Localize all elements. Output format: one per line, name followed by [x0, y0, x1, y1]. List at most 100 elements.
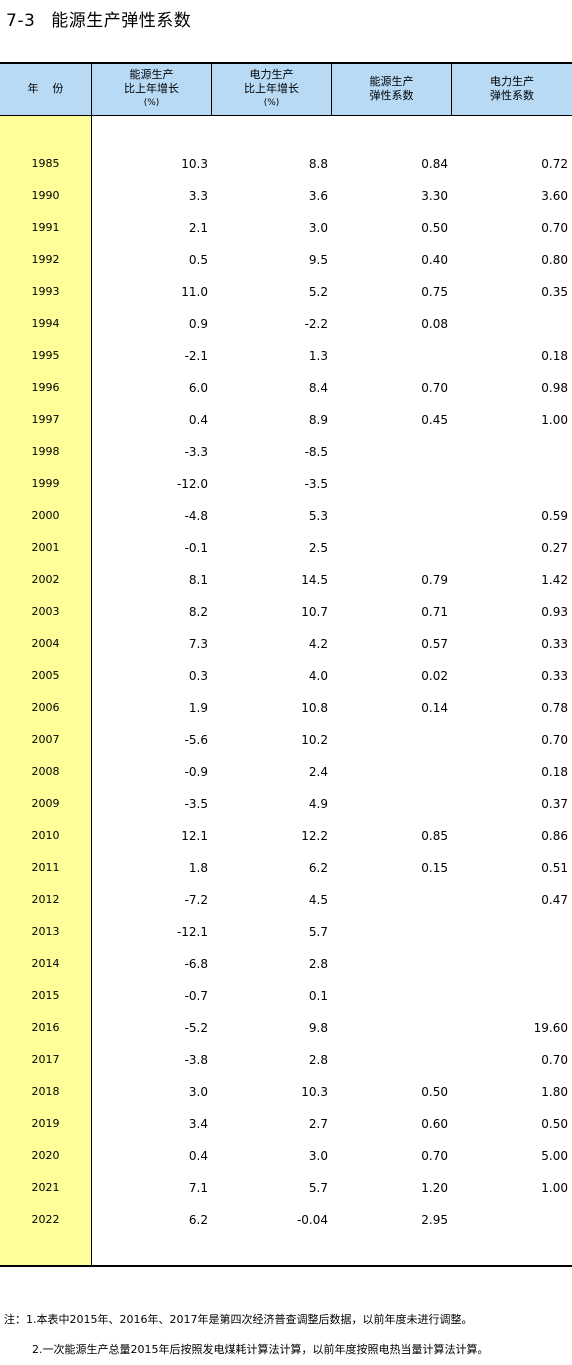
cell-power-growth: 2.7: [308, 1117, 328, 1131]
header-divider: [211, 62, 212, 116]
header-divider: [451, 62, 452, 116]
table-row: 2001 -0.1 2.5 0.27: [0, 532, 572, 564]
cell-year: 2005: [31, 669, 60, 682]
cell-energy-growth: 7.3: [188, 637, 208, 651]
cell-energy-elasticity: 0.84: [421, 157, 448, 171]
cell-power-growth: 9.8: [308, 1021, 328, 1035]
cell-power-growth: 4.5: [308, 893, 328, 907]
cell-energy-growth: -4.8: [184, 509, 208, 523]
cell-energy-growth: 0.3: [188, 669, 208, 683]
cell-energy-growth: 1.8: [188, 861, 208, 875]
table-row: 2003 8.2 10.7 0.71 0.93: [0, 596, 572, 628]
cell-power-elasticity: 0.72: [541, 157, 568, 171]
table-row: 2020 0.4 3.0 0.70 5.00: [0, 1140, 572, 1172]
cell-year: 2013: [31, 925, 60, 938]
cell-power-growth: 12.2: [301, 829, 328, 843]
cell-power-elasticity: 19.60: [533, 1021, 568, 1035]
cell-year: 1991: [31, 221, 60, 234]
cell-power-growth: 6.2: [308, 861, 328, 875]
cell-energy-elasticity: 3.30: [421, 189, 448, 203]
cell-power-growth: 3.6: [308, 189, 328, 203]
cell-year: 1999: [31, 477, 60, 490]
cell-energy-elasticity: 0.50: [421, 221, 448, 235]
cell-year: 1994: [31, 317, 60, 330]
cell-power-growth: 5.7: [308, 925, 328, 939]
cell-power-elasticity: 0.70: [541, 1053, 568, 1067]
cell-power-elasticity: 1.00: [541, 1181, 568, 1195]
cell-power-elasticity: 0.18: [541, 765, 568, 779]
cell-year: 1996: [31, 381, 60, 394]
cell-year: 2003: [31, 605, 60, 618]
header-energy-growth: 能源生产 比上年增长 (%): [124, 68, 179, 108]
cell-power-growth: 5.3: [308, 509, 328, 523]
cell-year: 1998: [31, 445, 60, 458]
cell-power-growth: 10.3: [301, 1085, 328, 1099]
table-row: 2021 7.1 5.7 1.20 1.00: [0, 1172, 572, 1204]
cell-year: 1993: [31, 285, 60, 298]
cell-power-growth: 9.5: [308, 253, 328, 267]
cell-year: 2017: [31, 1053, 60, 1066]
cell-energy-elasticity: 0.79: [421, 573, 448, 587]
cell-energy-elasticity: 1.20: [421, 1181, 448, 1195]
cell-power-growth: 10.7: [301, 605, 328, 619]
cell-year: 2015: [31, 989, 60, 1002]
table-row: 2017 -3.8 2.8 0.70: [0, 1044, 572, 1076]
cell-year: 2011: [31, 861, 60, 874]
cell-energy-growth: 0.9: [188, 317, 208, 331]
cell-year: 2004: [31, 637, 60, 650]
cell-year: 1990: [31, 189, 60, 202]
table-row: 2007 -5.6 10.2 0.70: [0, 724, 572, 756]
cell-year: 2009: [31, 797, 60, 810]
cell-power-elasticity: 0.93: [541, 605, 568, 619]
cell-year: 2022: [31, 1213, 60, 1226]
cell-power-elasticity: 0.78: [541, 701, 568, 715]
cell-energy-elasticity: 0.57: [421, 637, 448, 651]
table-row: 2010 12.1 12.2 0.85 0.86: [0, 820, 572, 852]
cell-power-elasticity: 0.35: [541, 285, 568, 299]
cell-energy-elasticity: 0.75: [421, 285, 448, 299]
cell-energy-growth: 10.3: [181, 157, 208, 171]
cell-energy-growth: 12.1: [181, 829, 208, 843]
cell-energy-growth: -3.3: [184, 445, 208, 459]
cell-power-growth: 5.2: [308, 285, 328, 299]
footnote-2: 2.一次能源生产总量2015年后按照发电煤耗计算法计算，以前年度按照电热当量计算…: [32, 1343, 489, 1356]
cell-power-elasticity: 3.60: [541, 189, 568, 203]
table-row: 1990 3.3 3.6 3.30 3.60: [0, 180, 572, 212]
top-rule: [0, 62, 572, 64]
table-row: 1992 0.5 9.5 0.40 0.80: [0, 244, 572, 276]
table-row: 2014 -6.8 2.8: [0, 948, 572, 980]
cell-power-elasticity: 0.47: [541, 893, 568, 907]
cell-energy-elasticity: 0.14: [421, 701, 448, 715]
cell-energy-growth: 6.2: [188, 1213, 208, 1227]
cell-power-growth: 8.4: [308, 381, 328, 395]
cell-power-growth: 4.2: [308, 637, 328, 651]
cell-energy-elasticity: 0.08: [421, 317, 448, 331]
cell-year: 2010: [31, 829, 60, 842]
cell-power-growth: 3.0: [308, 1149, 328, 1163]
header-divider: [331, 62, 332, 116]
cell-energy-growth: 0.5: [188, 253, 208, 267]
cell-power-growth: 8.9: [308, 413, 328, 427]
header-year: 年份: [27, 82, 78, 95]
header-energy-elasticity: 能源生产 弹性系数: [369, 75, 414, 102]
cell-power-growth: -8.5: [304, 445, 328, 459]
cell-power-elasticity: 0.80: [541, 253, 568, 267]
cell-year: 1992: [31, 253, 60, 266]
cell-energy-growth: -5.6: [184, 733, 208, 747]
cell-energy-growth: 7.1: [188, 1181, 208, 1195]
table-row: 1998 -3.3 -8.5: [0, 436, 572, 468]
cell-year: 2012: [31, 893, 60, 906]
cell-power-elasticity: 0.70: [541, 733, 568, 747]
cell-power-elasticity: 0.51: [541, 861, 568, 875]
cell-energy-elasticity: 0.71: [421, 605, 448, 619]
cell-power-growth: 10.8: [301, 701, 328, 715]
page-title: 7-3 能源生产弹性系数: [6, 6, 191, 31]
table-row: 2006 1.9 10.8 0.14 0.78: [0, 692, 572, 724]
cell-power-elasticity: 1.42: [541, 573, 568, 587]
cell-power-growth: 1.3: [308, 349, 328, 363]
cell-energy-growth: 3.4: [188, 1117, 208, 1131]
cell-energy-elasticity: 0.85: [421, 829, 448, 843]
table-row: 2016 -5.2 9.8 19.60: [0, 1012, 572, 1044]
cell-power-growth: 8.8: [308, 157, 328, 171]
cell-power-growth: 2.5: [308, 541, 328, 555]
